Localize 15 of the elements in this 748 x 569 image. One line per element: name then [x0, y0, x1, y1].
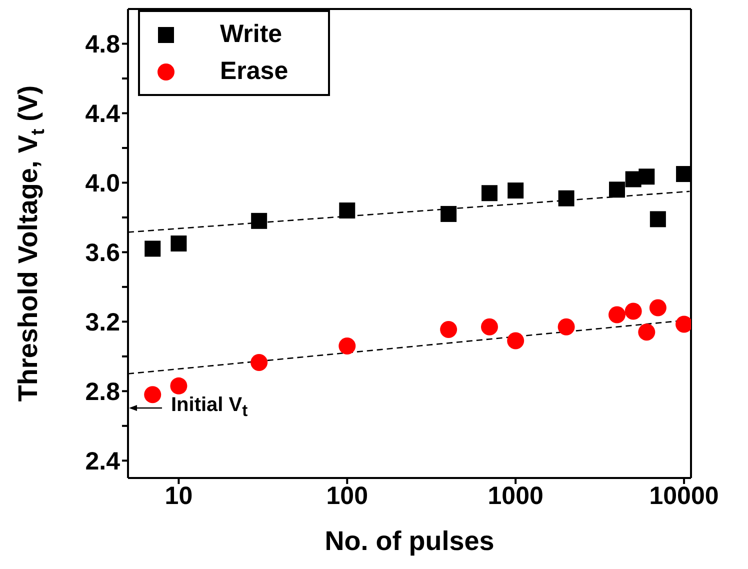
x-tick-label: 10: [164, 482, 193, 510]
x-tick-label: 1000: [488, 482, 544, 510]
y-tick-label: 2.8: [85, 378, 120, 406]
y-tick-label: 4.8: [85, 30, 120, 59]
annotation: Initial V$_{t}$: [171, 394, 248, 420]
legend-label: Write: [220, 20, 282, 48]
y-tick-label: 4.0: [85, 170, 120, 198]
x-tick-label: 100: [326, 482, 368, 510]
legend-label: Erase: [220, 57, 288, 85]
y-tick-label: 4.4: [85, 100, 120, 128]
y-tick-label: 2.4: [85, 448, 120, 476]
x-axis-title: No. of pulses: [324, 526, 494, 556]
y-tick-label: 3.6: [85, 239, 120, 268]
x-tick-label: 10000: [649, 482, 719, 510]
y-tick-label: 3.2: [85, 308, 120, 337]
